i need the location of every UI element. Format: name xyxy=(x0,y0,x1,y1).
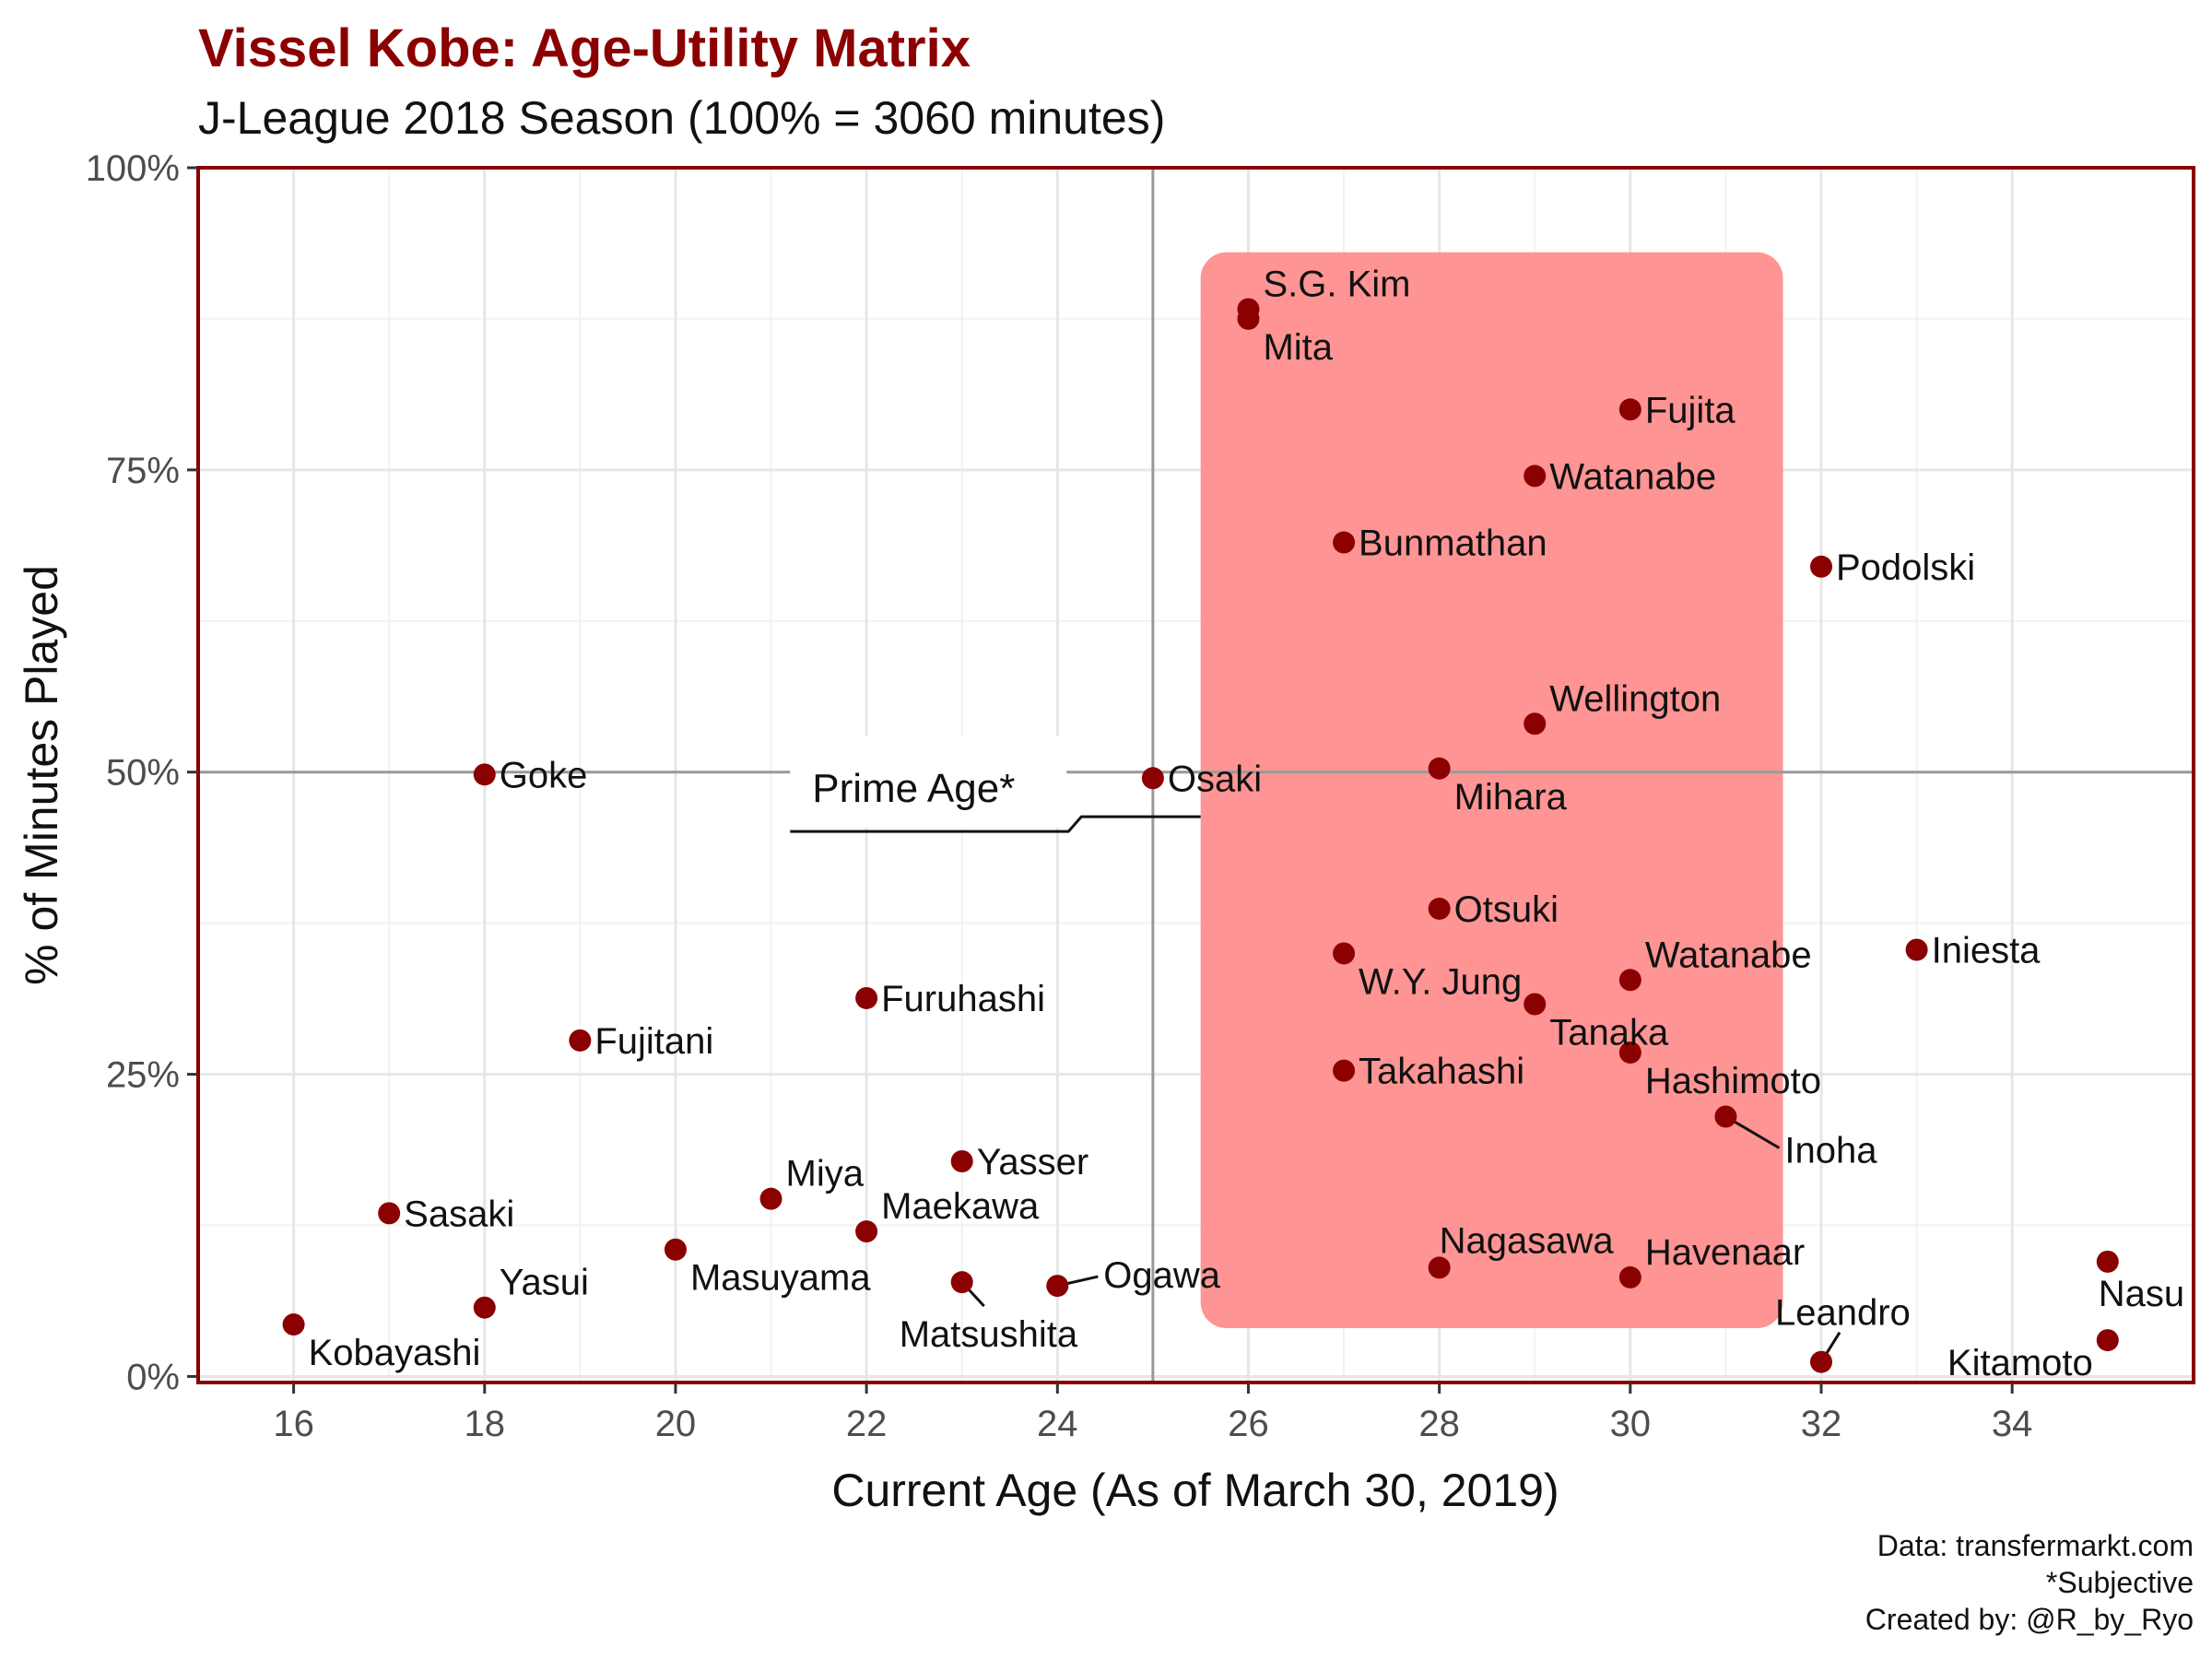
player-point xyxy=(1237,307,1260,330)
player-label: Masuyama xyxy=(690,1258,871,1299)
player-point xyxy=(1333,1059,1356,1082)
player-point xyxy=(950,1271,973,1294)
player-point xyxy=(855,1220,878,1243)
y-tick-label: 100% xyxy=(86,148,180,189)
player-label: Iniesta xyxy=(1932,931,2041,971)
player-point xyxy=(950,1150,973,1173)
player-label: Matsushita xyxy=(900,1314,1078,1355)
player-label: Kobayashi xyxy=(309,1333,481,1373)
x-tick-label: 32 xyxy=(1801,1404,1842,1444)
player-label: Inoha xyxy=(1784,1130,1877,1171)
player-point xyxy=(2096,1250,2119,1273)
player-label: Podolski xyxy=(1836,547,1975,588)
player-label: Otsuki xyxy=(1454,889,1559,930)
player-label: Watanabe xyxy=(1549,456,1716,497)
player-point xyxy=(1524,465,1547,488)
player-label: Sasaki xyxy=(404,1194,514,1234)
player-label: Nagasawa xyxy=(1440,1220,1615,1261)
point-labels-layer: S.G. KimMitaFujitaWatanabeBunmathanPodol… xyxy=(309,264,2185,1383)
player-label: Kitamoto xyxy=(1947,1343,2093,1383)
player-label: Takahashi xyxy=(1359,1052,1524,1092)
player-point xyxy=(1810,555,1833,578)
y-tick-label: 0% xyxy=(126,1357,180,1397)
player-point xyxy=(569,1029,592,1052)
panel-border xyxy=(196,166,2195,1384)
chart-title: Vissel Kobe: Age-Utility Matrix xyxy=(198,18,971,78)
x-tick-label: 30 xyxy=(1610,1404,1652,1444)
player-point xyxy=(1428,757,1451,780)
player-point xyxy=(1524,993,1547,1016)
player-label: Mita xyxy=(1263,327,1333,368)
x-tick-label: 22 xyxy=(846,1404,888,1444)
points-layer xyxy=(282,298,2119,1373)
player-point xyxy=(855,986,878,1009)
player-label: Yasser xyxy=(977,1142,1089,1182)
caption-source: Data: transfermarkt.com xyxy=(1877,1529,2194,1562)
player-point xyxy=(1618,1265,1641,1288)
player-label: Furuhashi xyxy=(881,979,1045,1019)
player-point xyxy=(1046,1275,1069,1298)
player-point xyxy=(2096,1329,2119,1352)
prime-age-label: Prime Age* xyxy=(812,766,1015,811)
player-point xyxy=(1333,942,1356,965)
player-label: Osaki xyxy=(1168,759,1262,799)
annotation-label-background xyxy=(790,735,1067,829)
axes: 16 18 20 22 24 26 28 30 32 34 0% 25% 50% 75% 100% xyxy=(86,148,2033,1444)
player-point xyxy=(1333,531,1356,554)
player-point xyxy=(664,1238,687,1261)
player-point xyxy=(759,1187,782,1210)
caption-credit: Created by: @R_by_Ryo xyxy=(1865,1603,2194,1636)
x-tick-label: 34 xyxy=(1992,1404,2033,1444)
player-point xyxy=(473,763,496,786)
player-point xyxy=(1618,398,1641,421)
player-point xyxy=(1618,1041,1641,1064)
player-point xyxy=(1810,1350,1833,1373)
y-tick-label: 75% xyxy=(106,451,180,491)
y-axis-title: % of Minutes Played xyxy=(16,565,67,985)
player-label: Bunmathan xyxy=(1359,524,1547,564)
player-point xyxy=(1428,1256,1451,1279)
caption-note: *Subjective xyxy=(2046,1566,2194,1599)
player-label: W.Y. Jung xyxy=(1359,961,1522,1002)
player-point xyxy=(282,1313,305,1336)
x-tick-label: 24 xyxy=(1037,1404,1078,1444)
player-point xyxy=(1618,969,1641,992)
player-label: Yasui xyxy=(500,1263,589,1303)
y-tick-label: 50% xyxy=(106,753,180,794)
player-label: Ogawa xyxy=(1103,1255,1220,1296)
player-label: Nasu xyxy=(2099,1274,2184,1314)
player-label: Havenaar xyxy=(1645,1232,1805,1273)
player-point xyxy=(473,1296,496,1319)
x-tick-label: 26 xyxy=(1228,1404,1269,1444)
player-label: Watanabe xyxy=(1645,935,1812,975)
player-point xyxy=(1524,712,1547,735)
player-label: Maekawa xyxy=(881,1186,1040,1227)
player-point xyxy=(378,1202,401,1225)
player-point xyxy=(1428,897,1451,920)
x-axis-title: Current Age (As of March 30, 2019) xyxy=(831,1465,1559,1516)
player-label: S.G. Kim xyxy=(1263,264,1410,304)
player-label: Wellington xyxy=(1549,678,1721,719)
player-label: Fujitani xyxy=(594,1021,713,1062)
player-label: Hashimoto xyxy=(1645,1061,1821,1101)
player-point xyxy=(1714,1105,1737,1128)
x-tick-label: 20 xyxy=(655,1404,697,1444)
player-label: Leandro xyxy=(1775,1293,1911,1334)
x-tick-label: 28 xyxy=(1418,1404,1460,1444)
player-label: Tanaka xyxy=(1549,1013,1669,1053)
player-point xyxy=(1905,938,1928,961)
y-tick-label: 25% xyxy=(106,1055,180,1096)
x-tick-label: 18 xyxy=(465,1404,506,1444)
player-label: Mihara xyxy=(1454,777,1568,818)
prime-age-annotation: Prime Age* xyxy=(790,735,1201,833)
player-label: Goke xyxy=(500,755,588,795)
player-point xyxy=(1141,767,1164,790)
prime-age-pointer xyxy=(790,815,1201,833)
player-label: Fujita xyxy=(1645,390,1736,430)
player-label: Miya xyxy=(786,1154,865,1194)
chart-subtitle: J-League 2018 Season (100% = 3060 minute… xyxy=(198,92,1165,144)
x-tick-label: 16 xyxy=(273,1404,314,1444)
